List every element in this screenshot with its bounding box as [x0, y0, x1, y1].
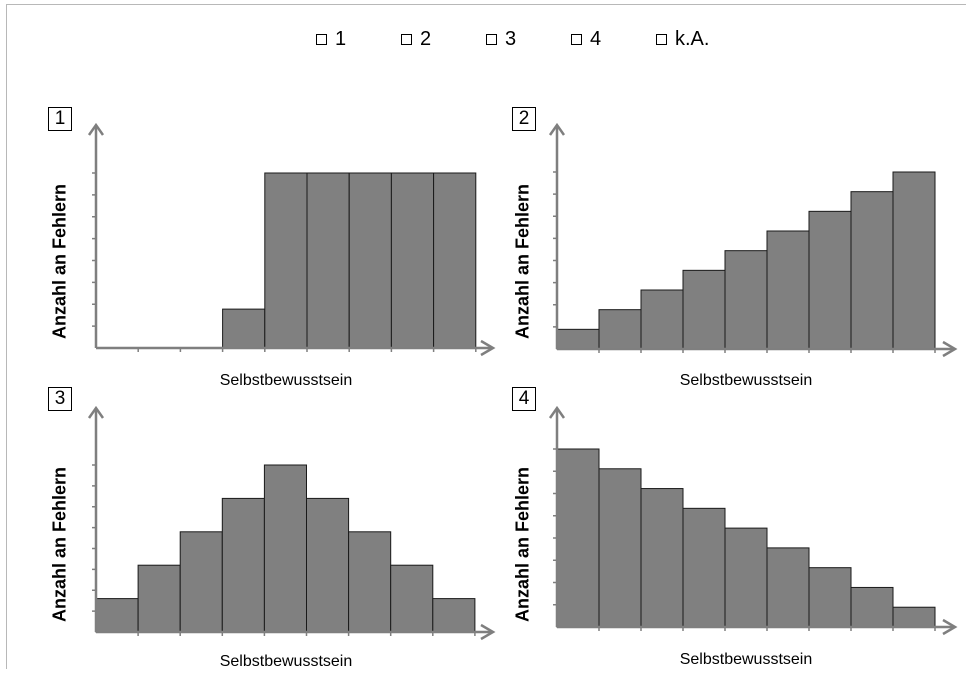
legend-item-3[interactable]: 3: [486, 26, 516, 52]
panel-label-1: 1: [48, 107, 72, 131]
bar: [556, 448, 600, 628]
bar: [640, 289, 684, 350]
bar: [390, 172, 435, 349]
y-axis-arrow-icon: [548, 405, 566, 419]
bar: [892, 606, 936, 628]
legend-checkbox-icon: [401, 33, 412, 45]
bar: [221, 497, 265, 633]
y-axis-arrow-icon: [87, 122, 105, 136]
legend-label: 2: [420, 28, 432, 50]
bar: [179, 531, 223, 633]
bar: [892, 171, 936, 350]
legend-item-ka[interactable]: k.A.: [656, 26, 709, 52]
bar: [556, 328, 600, 350]
bar: [640, 488, 684, 628]
bar: [682, 507, 726, 628]
bar: [95, 598, 139, 633]
legend-checkbox-icon: [571, 33, 582, 45]
panel-label-3: 3: [48, 387, 72, 411]
bar: [432, 598, 476, 633]
x-axis-label-4: Selbstbewusstsein: [679, 651, 813, 668]
panel-label-4: 4: [512, 387, 536, 411]
bar: [808, 210, 852, 350]
x-axis-arrow-icon: [480, 339, 496, 357]
bar: [598, 309, 642, 350]
legend-checkbox-icon: [656, 33, 667, 45]
bar: [390, 564, 434, 633]
bar: [598, 468, 642, 628]
bar: [306, 172, 350, 349]
bar: [766, 547, 810, 628]
bar: [433, 172, 477, 349]
x-axis-arrow-icon: [942, 340, 958, 358]
panel-label-2: 2: [512, 107, 536, 131]
figure-frame: [6, 4, 966, 669]
bar: [348, 531, 392, 633]
bar: [766, 230, 810, 350]
y-axis-arrow-icon: [548, 122, 566, 136]
bar: [724, 250, 768, 350]
legend-checkbox-icon: [316, 33, 327, 45]
legend: 1 2 3 4 k.A.: [0, 26, 979, 52]
bar: [306, 497, 350, 633]
x-axis-label-2: Selbstbewusstsein: [679, 372, 813, 389]
bar: [348, 172, 392, 349]
bar: [850, 191, 894, 350]
y-axis-arrow-icon: [87, 405, 105, 419]
legend-item-1[interactable]: 1: [316, 26, 346, 52]
bar: [222, 308, 266, 349]
legend-item-2[interactable]: 2: [401, 26, 431, 52]
legend-label: k.A.: [675, 28, 710, 50]
legend-checkbox-icon: [486, 33, 497, 45]
legend-label: 4: [590, 28, 602, 50]
x-axis-label-3: Selbstbewusstsein: [219, 653, 353, 670]
bar: [808, 567, 852, 628]
bar: [264, 172, 308, 349]
bar: [137, 564, 181, 633]
legend-item-4[interactable]: 4: [571, 26, 601, 52]
legend-label: 1: [335, 28, 347, 50]
x-axis-arrow-icon: [942, 618, 958, 636]
bar: [724, 527, 768, 628]
x-axis-arrow-icon: [480, 623, 496, 641]
legend-label: 3: [505, 28, 517, 50]
bar: [850, 586, 894, 628]
bar: [682, 269, 726, 350]
x-axis-label-1: Selbstbewusstsein: [219, 372, 353, 389]
bar: [263, 464, 307, 633]
